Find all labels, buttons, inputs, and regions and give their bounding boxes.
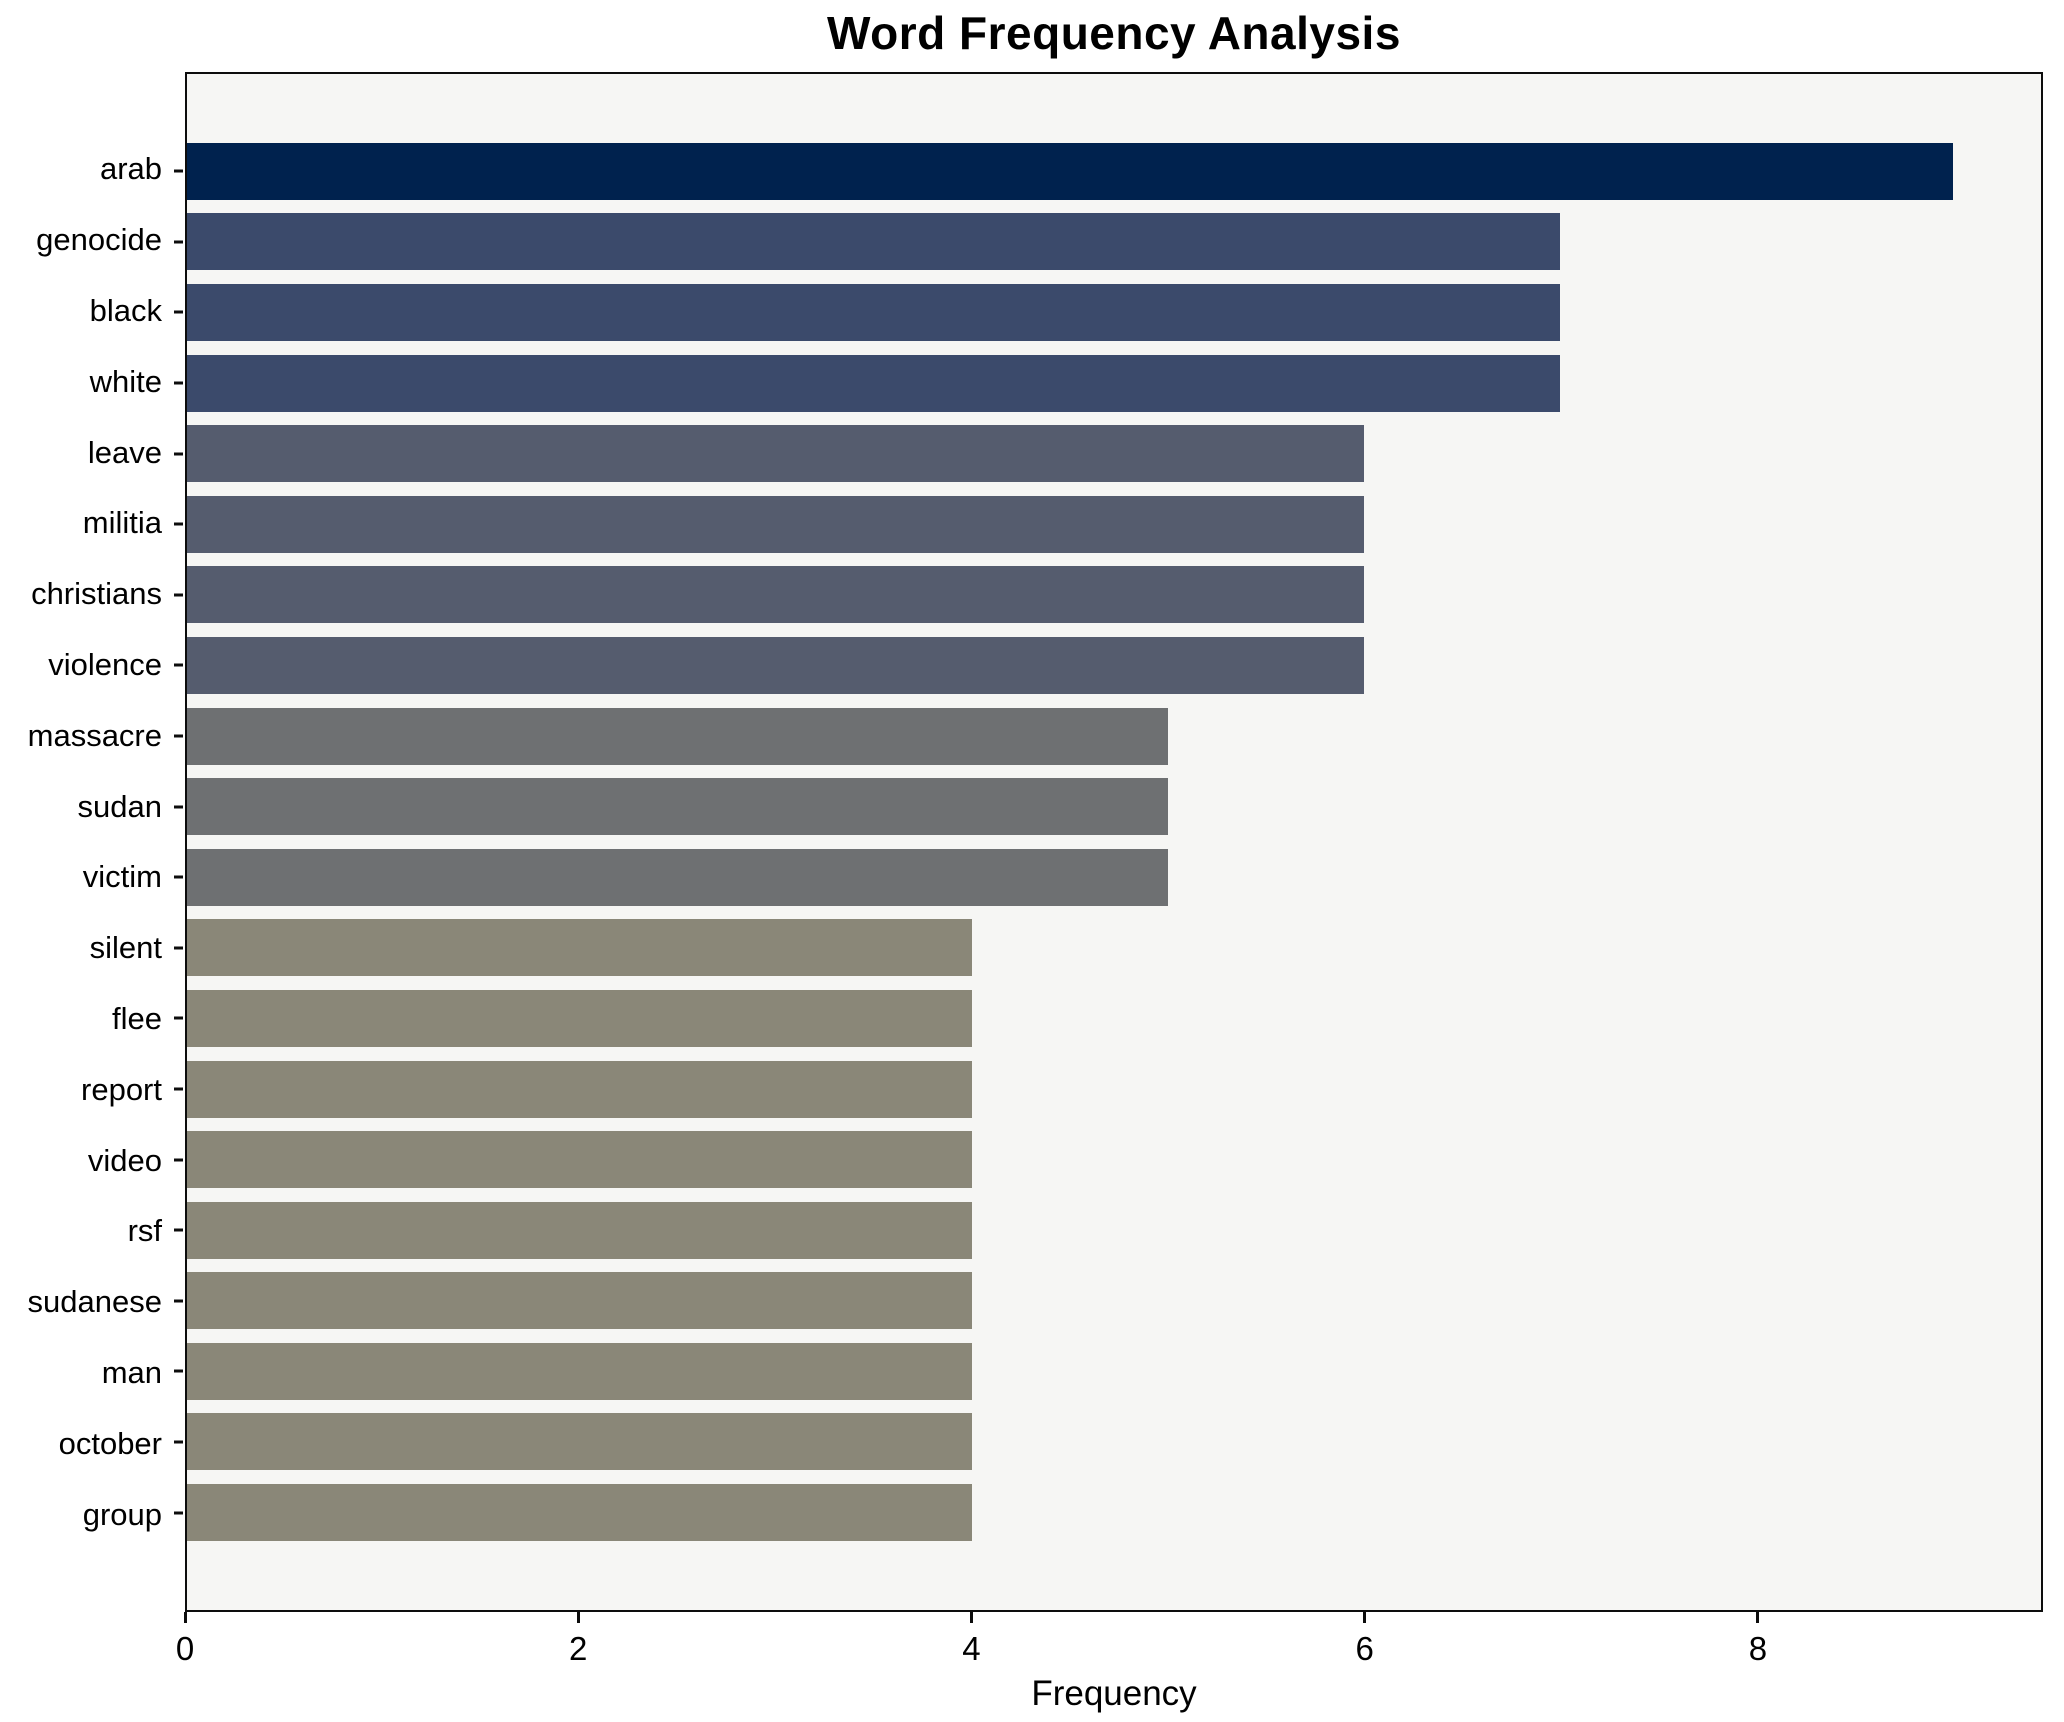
bar-massacre <box>187 707 1168 765</box>
bar-row-man <box>174 1336 2041 1407</box>
x-tick-label: 0 <box>175 1630 195 1667</box>
y-tick-label-genocide: genocide <box>36 222 162 258</box>
y-tick-mark <box>174 1369 183 1373</box>
y-tick-mark <box>174 1228 183 1232</box>
bar-row-silent <box>174 913 2041 984</box>
y-tick-mark <box>174 593 183 597</box>
bar-group <box>187 1484 972 1542</box>
bar-row-rsf <box>174 1195 2041 1266</box>
bar-video <box>187 1131 972 1189</box>
y-tick-label-video: video <box>87 1142 162 1178</box>
bar-militia <box>187 495 1365 553</box>
bar-report <box>187 1060 972 1118</box>
y-tick-mark <box>174 1087 183 1091</box>
bar-row-sudanese <box>174 1266 2041 1337</box>
bar-row-militia <box>174 489 2041 560</box>
y-tick-mark <box>174 875 183 879</box>
bar-row-sudan <box>174 771 2041 842</box>
y-tick-label-militia: militia <box>82 505 162 541</box>
bar-christians <box>187 566 1365 624</box>
y-tick-mark <box>174 522 183 526</box>
plot-area <box>174 72 2043 1612</box>
y-tick-mark <box>174 1440 183 1444</box>
bar-black <box>187 283 1561 341</box>
bar-row-massacre <box>174 701 2041 772</box>
y-tick-mark <box>174 805 183 809</box>
bar-leave <box>187 425 1365 483</box>
bar-row-victim <box>174 842 2041 913</box>
y-tick-label-victim: victim <box>82 859 162 895</box>
y-tick-label-christians: christians <box>31 576 162 612</box>
y-tick-mark <box>174 734 183 738</box>
y-tick-mark <box>174 169 183 173</box>
bar-row-leave <box>174 418 2041 489</box>
y-tick-mark <box>174 1158 183 1162</box>
bar-row-christians <box>174 560 2041 631</box>
bar-row-video <box>174 1124 2041 1195</box>
bar-flee <box>187 989 972 1047</box>
bar-row-genocide <box>174 207 2041 278</box>
y-tick-label-violence: violence <box>48 646 162 682</box>
y-axis-labels: arab genocide black white leave militia christ… <box>0 72 162 1612</box>
bar-silent <box>187 919 972 977</box>
x-axis-title: Frequency <box>1031 1674 1197 1713</box>
y-tick-label-rsf: rsf <box>127 1213 162 1249</box>
y-tick-mark <box>174 1299 183 1303</box>
y-tick-mark <box>174 1016 183 1020</box>
chart-title: Word Frequency Analysis <box>827 7 1401 59</box>
y-tick-label-black: black <box>89 292 162 328</box>
y-tick-mark <box>174 946 183 950</box>
bar-sudan <box>187 778 1168 836</box>
y-tick-label-october: october <box>58 1425 162 1461</box>
bar-row-violence <box>174 630 2041 701</box>
y-tick-mark <box>174 1511 183 1515</box>
x-tick-label: 8 <box>1748 1630 1768 1667</box>
x-tick-mark <box>576 1612 580 1623</box>
bar-row-black <box>174 277 2041 348</box>
bar-row-group <box>174 1477 2041 1548</box>
x-tick-mark <box>969 1612 973 1623</box>
bar-arab <box>187 142 1953 200</box>
y-tick-label-leave: leave <box>87 434 162 470</box>
bar-row-arab <box>174 136 2041 207</box>
bar-row-white <box>174 348 2041 419</box>
y-tick-label-man: man <box>101 1354 162 1390</box>
bar-man <box>187 1342 972 1400</box>
y-tick-label-group: group <box>82 1496 162 1532</box>
bar-rsf <box>187 1201 972 1259</box>
bar-row-flee <box>174 983 2041 1054</box>
bar-row-report <box>174 1054 2041 1125</box>
y-tick-label-arab: arab <box>99 151 162 187</box>
x-tick-label: 6 <box>1355 1630 1374 1667</box>
bar-white <box>187 354 1561 412</box>
x-tick-mark <box>1756 1612 1760 1623</box>
x-tick-mark <box>1363 1612 1367 1623</box>
y-tick-label-white: white <box>89 363 162 399</box>
bar-sudanese <box>187 1272 972 1330</box>
y-tick-label-sudanese: sudanese <box>27 1284 162 1320</box>
y-tick-label-report: report <box>81 1071 162 1107</box>
x-axis-ticks: 0 2 4 6 8 <box>176 1612 2043 1692</box>
y-tick-label-sudan: sudan <box>77 788 162 824</box>
y-tick-label-flee: flee <box>112 1000 162 1036</box>
y-tick-mark <box>174 381 183 385</box>
y-tick-label-massacre: massacre <box>27 717 162 753</box>
x-tick-mark <box>183 1612 187 1623</box>
bar-violence <box>187 636 1365 694</box>
y-tick-mark <box>174 240 183 244</box>
y-tick-label-silent: silent <box>89 930 162 966</box>
y-tick-mark <box>174 452 183 456</box>
bar-row-october <box>174 1407 2041 1478</box>
bar-genocide <box>187 213 1561 271</box>
x-tick-label: 4 <box>962 1630 981 1667</box>
bar-october <box>187 1413 972 1471</box>
x-tick-label: 2 <box>569 1630 588 1667</box>
y-tick-mark <box>174 310 183 314</box>
bar-victim <box>187 848 1168 906</box>
y-tick-mark <box>174 663 183 667</box>
